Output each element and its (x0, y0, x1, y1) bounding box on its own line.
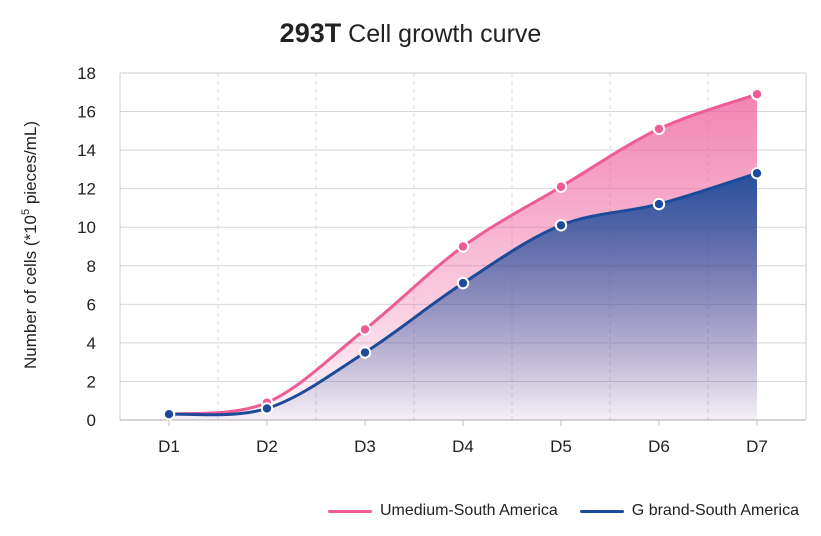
point-umedium (652, 122, 666, 136)
x-tick-label: D2 (256, 437, 278, 456)
growth-chart: 0 2 4 6 8 10 12 14 16 18 D1 D2 D3 D4 D5 D6 D7 Number of … (20, 64, 807, 456)
chart-title-text: Cell growth curve (348, 20, 542, 48)
x-tick-label: D3 (354, 437, 376, 456)
point-gbrand (260, 402, 274, 415)
y-tick-label: 4 (87, 334, 96, 353)
point-gbrand (652, 197, 666, 211)
x-tick-label: D7 (746, 437, 768, 456)
legend-swatch-umedium (327, 509, 372, 513)
point-umedium (750, 88, 764, 101)
y-tick-label: 18 (77, 64, 96, 83)
legend: Umedium-South America G brand-South Amer… (306, 502, 799, 520)
legend-label-umedium: Umedium-South America (379, 502, 558, 519)
tick-labels: 0 2 4 6 8 10 12 14 16 18 D1 D2 D3 D4 D5 D6 D7 (77, 64, 768, 456)
y-tick-label: 12 (77, 180, 96, 199)
y-tick-label: 0 (87, 411, 96, 430)
point-gbrand (456, 276, 470, 290)
legend-item-umedium: Umedium-South America (327, 502, 558, 520)
x-tick-label: D6 (648, 437, 670, 456)
chart-title-bold: 293T (279, 18, 342, 48)
y-tick-label: 14 (77, 141, 96, 160)
point-gbrand (358, 346, 372, 359)
point-gbrand (162, 408, 176, 421)
point-umedium (456, 240, 470, 253)
y-axis-label: Number of cells (*105 pieces/mL) (20, 121, 40, 369)
y-tick-label: 2 (87, 372, 96, 391)
point-gbrand (750, 167, 764, 180)
area-gbrand (169, 173, 757, 420)
y-tick-label: 10 (77, 218, 96, 237)
areas (169, 94, 757, 420)
point-umedium (554, 180, 568, 193)
y-tick-label: 8 (87, 257, 96, 276)
x-tick-label: D4 (452, 437, 474, 456)
point-umedium (358, 323, 372, 336)
chart-title: 293T Cell growth curve (0, 18, 821, 49)
x-tick-label: D5 (550, 437, 572, 456)
x-tick-label: D1 (158, 437, 180, 456)
point-gbrand (554, 219, 568, 232)
legend-item-gbrand: G brand-South America (579, 502, 799, 520)
legend-label-gbrand: G brand-South America (631, 502, 799, 519)
y-tick-label: 6 (87, 295, 96, 314)
y-tick-label: 16 (77, 103, 96, 122)
legend-swatch-gbrand (579, 509, 624, 513)
data-points (162, 88, 764, 421)
